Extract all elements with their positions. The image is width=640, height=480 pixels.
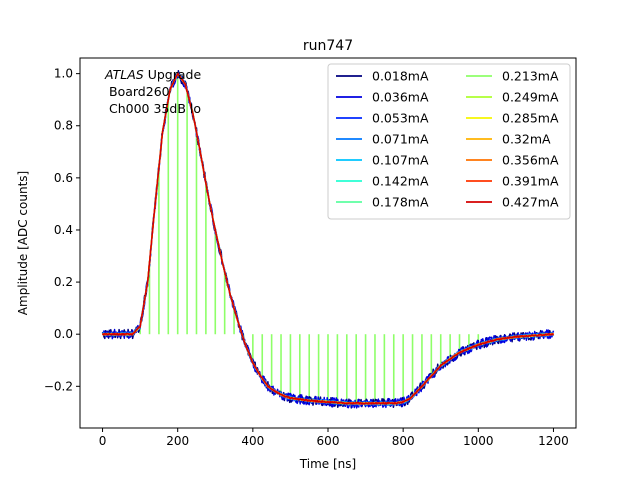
plot-area (101, 69, 555, 409)
legend-label: 0.285mA (502, 111, 559, 126)
legend: 0.018mA 0.036mA 0.053mA 0.071mA 0.107mA 0.142… (327, 63, 571, 220)
legend-label: 0.107mA (372, 153, 429, 168)
x-tick-label: 1200 (538, 434, 569, 448)
x-tick-label: 400 (241, 434, 264, 448)
y-tick-label: 0.8 (54, 119, 73, 133)
chart-title: run747 (303, 38, 353, 54)
legend-box (327, 63, 571, 220)
annotation-line-2: Board260 (109, 84, 170, 99)
x-tick-label: 600 (317, 434, 340, 448)
x-tick-label: 0 (99, 434, 107, 448)
y-tick-label: 0.0 (54, 327, 73, 341)
legend-label: 0.071mA (372, 132, 429, 147)
legend-label: 0.427mA (502, 195, 559, 210)
legend-label: 0.391mA (502, 174, 559, 189)
legend-label: 0.053mA (372, 111, 429, 126)
legend-label: 0.356mA (502, 153, 559, 168)
y-tick-label: 0.6 (54, 171, 73, 185)
annotation-line-1: ATLAS Upgrade (104, 67, 201, 82)
annotation-upgrade: Upgrade (144, 67, 202, 82)
annotation-atlas: ATLAS (104, 67, 144, 82)
legend-label: 0.32mA (502, 132, 551, 147)
legend-label: 0.213mA (502, 69, 559, 84)
y-tick-label: 0.4 (54, 223, 73, 237)
axis-ticks: 0 200 400 600 800 1000 1200 −0.2 0.0 0.2 0.4 0.6 0.8… (44, 67, 569, 448)
y-tick-label: 1.0 (54, 67, 73, 81)
legend-label: 0.178mA (372, 195, 429, 210)
legend-label: 0.142mA (372, 174, 429, 189)
y-tick-label: 0.2 (54, 275, 73, 289)
legend-label: 0.018mA (372, 69, 429, 84)
x-tick-label: 1000 (463, 434, 494, 448)
y-axis-label: Amplitude [ADC counts] (16, 171, 30, 315)
legend-label: 0.249mA (502, 90, 559, 105)
x-tick-label: 800 (392, 434, 415, 448)
annotation-line-3: Ch000 35dB lo (109, 101, 201, 116)
series-line-0.427mA (102, 72, 554, 405)
chart-annotation: ATLAS Upgrade Board260 Ch000 35dB lo (104, 67, 201, 116)
y-tick-label: −0.2 (44, 379, 73, 393)
x-axis-label: Time [ns] (299, 457, 356, 471)
legend-label: 0.036mA (372, 90, 429, 105)
x-tick-label: 200 (166, 434, 189, 448)
